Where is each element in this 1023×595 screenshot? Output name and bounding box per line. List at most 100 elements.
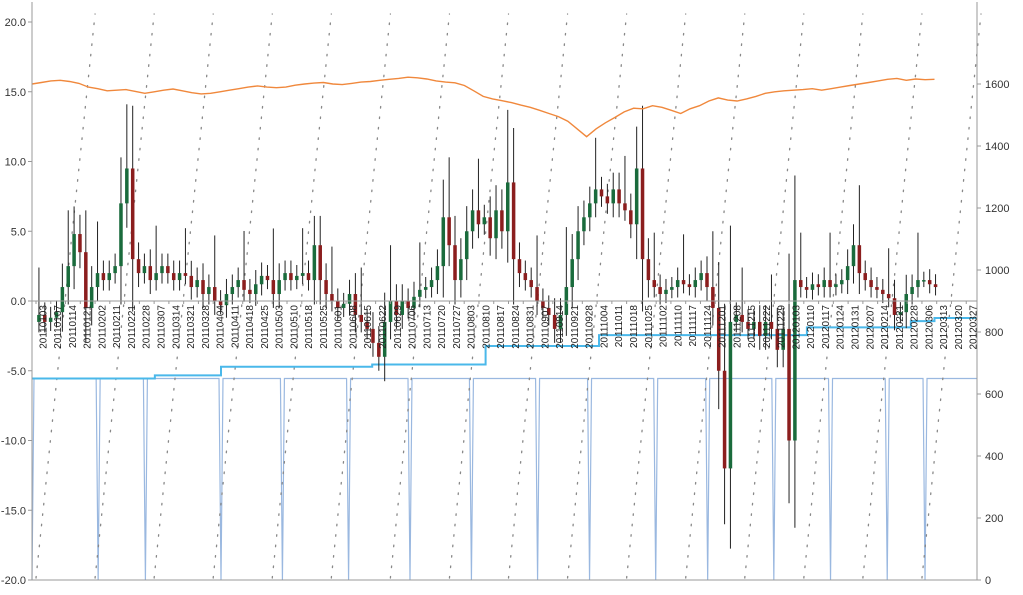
- date-label: 20110907: [540, 305, 551, 349]
- candle-body: [259, 275, 264, 285]
- candle-body: [769, 321, 774, 329]
- candle-body: [910, 287, 914, 295]
- date-label: 20110914: [555, 305, 566, 349]
- candle-body: [464, 231, 469, 260]
- candle-body: [359, 314, 364, 322]
- candle-body: [107, 273, 112, 281]
- axis-layer: 20.0 15.0 10.0 5.0 0.0 -5.0 -10.0 -15.0 -20.0 160…: [1, 2, 1009, 587]
- date-label: 20110601: [334, 305, 345, 349]
- candle-body: [130, 168, 135, 260]
- candle-body: [740, 314, 744, 322]
- date-label: 20110928: [585, 305, 596, 349]
- date-label: 20110518: [304, 305, 315, 349]
- dotted-diagonal-line: [94, 13, 155, 579]
- candle-body: [423, 287, 428, 290]
- candle-body: [95, 273, 100, 288]
- candle-body: [119, 203, 123, 267]
- candle-body: [84, 252, 88, 308]
- candle-body: [810, 284, 815, 290]
- date-label: 20111018: [629, 305, 640, 348]
- candle-body: [441, 217, 446, 267]
- candle-body: [681, 280, 686, 285]
- date-label: 20120214: [880, 305, 891, 350]
- date-label: 20110727: [452, 305, 463, 349]
- candle-body: [336, 301, 340, 308]
- candle-body: [523, 273, 528, 281]
- candle-body: [230, 287, 235, 295]
- candle-body: [875, 287, 879, 290]
- dotted-diagonal-line: [566, 13, 628, 579]
- candle-body: [482, 217, 487, 225]
- candle-body: [728, 321, 733, 469]
- dotted-diagonal-line: [271, 13, 332, 579]
- date-label: 20110228: [142, 305, 153, 349]
- candle-body: [752, 321, 756, 329]
- candle-body: [840, 280, 844, 285]
- candle-body: [207, 287, 211, 295]
- date-label: 20110824: [511, 305, 522, 349]
- date-label: 20110615: [363, 305, 374, 349]
- candle-body: [289, 273, 293, 281]
- candle-body: [722, 370, 727, 469]
- candle-body: [570, 259, 574, 288]
- date-label: 20111004: [599, 305, 610, 348]
- candle-body: [611, 189, 615, 204]
- right-tick-label: 400: [985, 451, 1003, 463]
- candle-body: [341, 303, 346, 308]
- candle-body: [576, 231, 580, 260]
- candle-body: [377, 342, 381, 357]
- date-label: 20120221: [895, 305, 906, 350]
- candle-body: [171, 273, 176, 281]
- candle-body: [664, 289, 668, 295]
- date-label: 20110510: [289, 305, 300, 349]
- candle-body: [347, 294, 352, 304]
- candle-body: [828, 280, 832, 288]
- candle-body: [711, 287, 715, 308]
- date-label: 20110608: [348, 305, 359, 349]
- date-label: 20111229: [777, 305, 788, 348]
- date-label: 20120228: [910, 305, 921, 350]
- candle-body: [271, 280, 276, 295]
- candle-body: [927, 280, 932, 285]
- candle-body: [605, 196, 610, 204]
- date-label: 20120117: [821, 305, 832, 349]
- right-tick-label: 600: [985, 389, 1003, 401]
- date-label: 20111011: [614, 305, 625, 348]
- dotted-diagonal-line: [862, 13, 923, 579]
- date-label: 20110503: [275, 305, 286, 349]
- candle-body: [412, 296, 416, 308]
- candle-body: [699, 273, 703, 281]
- candle-body: [898, 312, 903, 315]
- candle-body: [277, 280, 281, 295]
- left-tick-label: -5.0: [7, 366, 26, 378]
- candle-body: [429, 280, 434, 288]
- date-label: 20110720: [437, 305, 448, 349]
- candle-body: [787, 328, 791, 441]
- candle-body: [142, 266, 147, 274]
- left-tick-label: 10.0: [5, 157, 26, 169]
- left-tick-label: 20.0: [5, 17, 26, 29]
- dotted-diagonal-line: [803, 13, 864, 579]
- date-label: 20110525: [319, 305, 330, 349]
- candle-body: [37, 314, 41, 322]
- candle-body: [804, 287, 809, 290]
- candle-body: [365, 321, 369, 329]
- candle-body: [353, 294, 358, 315]
- candle-body: [781, 328, 785, 350]
- date-label: 20120110: [806, 305, 817, 349]
- date-label-layer: 20110103 20110107 20110114 20110121 20110202…: [38, 305, 979, 350]
- cyan-step-layer: [32, 317, 977, 380]
- candle-body: [300, 273, 305, 276]
- candle-body: [78, 234, 82, 253]
- candle-body: [705, 273, 709, 288]
- date-label: 20120207: [865, 305, 876, 350]
- candle-body: [716, 307, 721, 371]
- date-label: 20120131: [850, 305, 861, 350]
- candlestick-layer: [37, 104, 938, 549]
- date-label: 20120320: [954, 305, 965, 350]
- candle-body: [863, 273, 867, 281]
- candle-body: [500, 210, 504, 232]
- date-label: 20111124: [703, 305, 714, 348]
- candle-body: [318, 245, 322, 281]
- candle-body: [60, 287, 65, 313]
